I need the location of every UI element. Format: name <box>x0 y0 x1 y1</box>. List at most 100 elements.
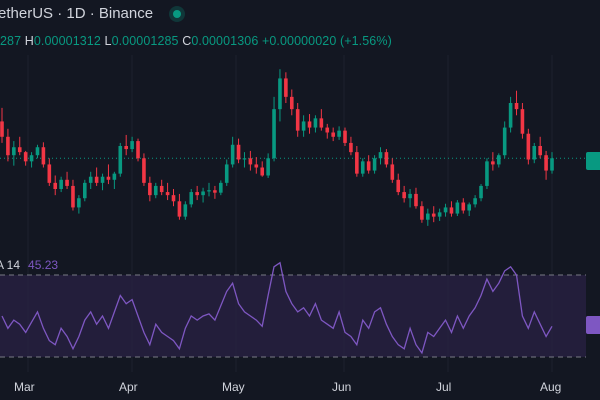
symbol-title: etherUS · 1D · Binance <box>0 5 154 22</box>
candle-body <box>88 176 93 183</box>
candle-body <box>449 207 454 214</box>
candle-body <box>207 190 211 192</box>
candle-body <box>82 182 87 199</box>
candle-body <box>177 201 182 217</box>
candle-body <box>230 144 235 165</box>
candle-body <box>0 121 4 137</box>
candle-body <box>426 213 430 220</box>
candle-body <box>100 176 105 183</box>
candle-body <box>502 127 507 156</box>
rsi-band-fill <box>0 275 586 357</box>
candle-body <box>189 192 194 205</box>
candle-body <box>550 158 554 171</box>
candle-body <box>106 176 111 180</box>
candle-body <box>224 164 229 183</box>
candle-body <box>396 179 401 193</box>
candle-body <box>29 155 34 162</box>
candle-body <box>53 182 58 189</box>
candle-body <box>349 142 353 153</box>
candle-body <box>94 176 99 183</box>
candle-body <box>420 206 424 220</box>
candle-body <box>337 130 341 137</box>
candle-body <box>289 96 294 110</box>
candle-body <box>461 202 466 211</box>
candle-body <box>431 213 436 217</box>
candle-body <box>159 185 164 193</box>
candle-body <box>77 198 81 208</box>
candle-body <box>532 146 537 160</box>
rsi-legend: A 14 45.23 <box>0 258 58 272</box>
candle-body <box>65 179 69 186</box>
close-key: C <box>182 34 192 48</box>
close-value: 0.00001306 <box>191 34 259 48</box>
candle-body <box>266 158 270 176</box>
candle-body <box>331 132 335 137</box>
candle-body <box>514 103 519 110</box>
candle-body <box>479 185 483 199</box>
x-tick-label: May <box>222 380 245 394</box>
candle-body <box>17 147 22 153</box>
rsi-pane <box>0 261 586 358</box>
candle-body <box>118 146 123 174</box>
candle-body <box>136 141 140 159</box>
candle-body <box>538 146 542 156</box>
candle-body <box>12 147 16 156</box>
x-tick-label: Aug <box>540 380 562 394</box>
candle-body <box>23 152 28 162</box>
candle-body <box>284 78 288 97</box>
candle-body <box>378 152 383 159</box>
candle-body <box>272 109 276 159</box>
candle-body <box>443 207 448 213</box>
candle-body <box>41 147 46 165</box>
candle-body <box>242 158 247 160</box>
rsi-line <box>1 261 553 355</box>
candle-body <box>124 146 128 150</box>
candle-body <box>165 192 170 196</box>
candle-body <box>355 152 359 174</box>
candle-body <box>295 109 300 131</box>
candle-body <box>130 141 134 150</box>
candle-body <box>254 164 259 168</box>
candle-body <box>219 182 223 193</box>
candle-body <box>485 161 489 186</box>
candle-body <box>59 179 63 189</box>
candle-body <box>153 185 158 196</box>
candle-body <box>301 121 306 131</box>
candle-body <box>278 78 282 110</box>
candle-body <box>35 147 40 156</box>
candle-body <box>319 118 324 128</box>
x-tick-label: Jul <box>436 380 452 394</box>
candle-body <box>467 204 472 211</box>
candle-body <box>313 118 318 128</box>
candle-body <box>414 193 418 207</box>
symbol-header[interactable]: etherUS · 1D · Binance <box>0 5 186 22</box>
high-value: 0.00001312 <box>33 34 101 48</box>
candle-body <box>402 192 406 199</box>
candle-body <box>325 127 330 133</box>
candle-body <box>47 164 52 183</box>
candle-body <box>71 185 75 208</box>
candle-body <box>183 204 188 217</box>
candle-body <box>307 121 312 128</box>
rsi-value-tag <box>586 316 600 334</box>
candle-body <box>6 136 10 156</box>
candle-body <box>508 103 513 128</box>
candle-body <box>496 155 501 165</box>
candle-body <box>236 144 241 160</box>
candle-body <box>171 195 176 202</box>
high-key: H <box>24 34 34 48</box>
candle-body <box>201 191 205 196</box>
candle-body <box>195 192 199 196</box>
candle-body <box>213 190 217 193</box>
rsi-name: A 14 <box>0 258 21 272</box>
candle-body <box>526 133 531 160</box>
live-dot-icon <box>169 5 186 22</box>
change-value: +0.00000020 (+1.56%) <box>261 34 392 48</box>
candle-body <box>142 158 146 183</box>
candle-body <box>148 182 152 196</box>
candle-body <box>520 109 525 134</box>
candle-body <box>390 164 395 180</box>
x-tick-label: Jun <box>332 380 352 394</box>
candle-body <box>408 193 412 199</box>
